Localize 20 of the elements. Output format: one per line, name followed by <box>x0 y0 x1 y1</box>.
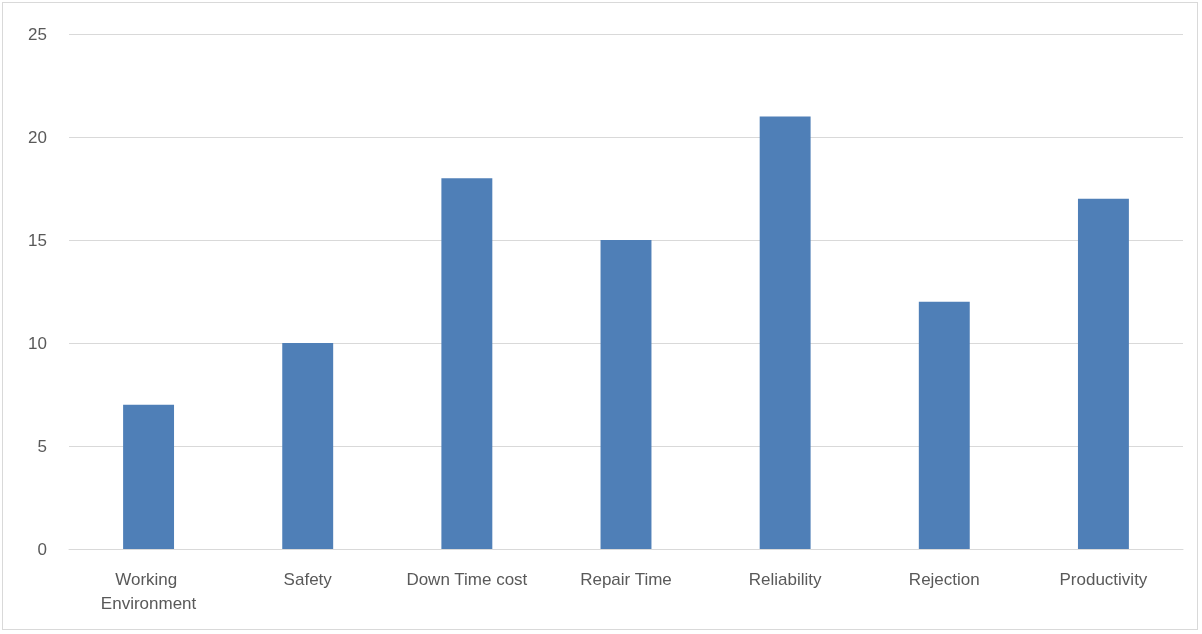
x-tick-label: Safety <box>283 569 333 589</box>
y-tick-label: 5 <box>37 436 47 456</box>
x-tick-label: Reliability <box>748 569 823 589</box>
y-tick-label: 25 <box>28 24 47 44</box>
bar <box>918 301 970 549</box>
y-tick-label: 15 <box>28 230 47 250</box>
bar <box>759 116 811 549</box>
y-tick-label: 20 <box>28 127 47 147</box>
x-tick-label: Rejection <box>908 569 980 589</box>
y-tick-label: 0 <box>37 539 47 559</box>
bar <box>600 240 652 549</box>
bar <box>282 343 334 549</box>
x-tick-label: Productivity <box>1059 569 1148 589</box>
x-tick-label: Working Environment <box>100 569 197 613</box>
y-tick-label: 10 <box>28 333 47 353</box>
x-tick-label: Repair Time <box>580 569 672 589</box>
bar <box>123 404 175 549</box>
bar <box>1077 198 1129 549</box>
bar <box>441 178 493 549</box>
x-tick-label: Down Time cost <box>406 569 528 589</box>
